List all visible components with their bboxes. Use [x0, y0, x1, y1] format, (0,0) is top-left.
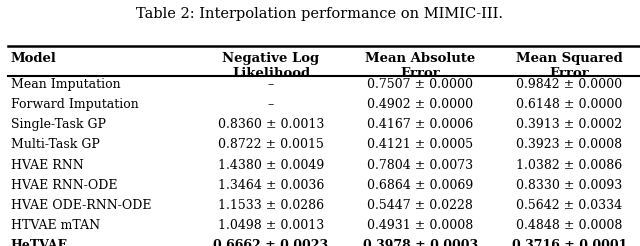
Text: Mean Absolute
Error: Mean Absolute Error [365, 52, 476, 80]
Text: 1.1533 ± 0.0286: 1.1533 ± 0.0286 [218, 199, 324, 212]
Text: 0.4902 ± 0.0000: 0.4902 ± 0.0000 [367, 98, 473, 111]
Text: –: – [268, 98, 274, 111]
Text: HVAE ODE-RNN-ODE: HVAE ODE-RNN-ODE [11, 199, 152, 212]
Text: –: – [268, 78, 274, 91]
Text: 0.4931 ± 0.0008: 0.4931 ± 0.0008 [367, 219, 474, 232]
Text: 0.3913 ± 0.0002: 0.3913 ± 0.0002 [516, 118, 622, 131]
Text: 0.6662 ± 0.0023: 0.6662 ± 0.0023 [214, 239, 328, 246]
Text: Table 2: Interpolation performance on MIMIC-III.: Table 2: Interpolation performance on MI… [136, 7, 504, 21]
Text: 1.3464 ± 0.0036: 1.3464 ± 0.0036 [218, 179, 324, 192]
Text: Negative Log
Likelihood: Negative Log Likelihood [223, 52, 319, 80]
Text: 0.7804 ± 0.0073: 0.7804 ± 0.0073 [367, 159, 473, 172]
Text: 0.4121 ± 0.0005: 0.4121 ± 0.0005 [367, 138, 473, 152]
Text: 0.4848 ± 0.0008: 0.4848 ± 0.0008 [516, 219, 623, 232]
Text: Mean Imputation: Mean Imputation [11, 78, 120, 91]
Text: 0.3923 ± 0.0008: 0.3923 ± 0.0008 [516, 138, 622, 152]
Text: HVAE RNN: HVAE RNN [11, 159, 84, 172]
Text: Forward Imputation: Forward Imputation [11, 98, 139, 111]
Text: Mean Squared
Error: Mean Squared Error [516, 52, 623, 80]
Text: 0.4167 ± 0.0006: 0.4167 ± 0.0006 [367, 118, 474, 131]
Text: HVAE RNN-ODE: HVAE RNN-ODE [11, 179, 117, 192]
Text: 1.0382 ± 0.0086: 1.0382 ± 0.0086 [516, 159, 623, 172]
Text: 0.8330 ± 0.0093: 0.8330 ± 0.0093 [516, 179, 623, 192]
Text: 0.5447 ± 0.0228: 0.5447 ± 0.0228 [367, 199, 473, 212]
Text: Model: Model [11, 52, 57, 65]
Text: 0.8360 ± 0.0013: 0.8360 ± 0.0013 [218, 118, 324, 131]
Text: HeTVAE: HeTVAE [11, 239, 68, 246]
Text: 0.6148 ± 0.0000: 0.6148 ± 0.0000 [516, 98, 623, 111]
Text: 0.3716 ± 0.0001: 0.3716 ± 0.0001 [511, 239, 627, 246]
Text: 0.8722 ± 0.0015: 0.8722 ± 0.0015 [218, 138, 324, 152]
Text: HTVAE mTAN: HTVAE mTAN [11, 219, 100, 232]
Text: Multi-Task GP: Multi-Task GP [11, 138, 100, 152]
Text: 0.7507 ± 0.0000: 0.7507 ± 0.0000 [367, 78, 473, 91]
Text: 1.0498 ± 0.0013: 1.0498 ± 0.0013 [218, 219, 324, 232]
Text: 0.5642 ± 0.0334: 0.5642 ± 0.0334 [516, 199, 622, 212]
Text: 0.3978 ± 0.0003: 0.3978 ± 0.0003 [363, 239, 477, 246]
Text: 0.6864 ± 0.0069: 0.6864 ± 0.0069 [367, 179, 474, 192]
Text: 1.4380 ± 0.0049: 1.4380 ± 0.0049 [218, 159, 324, 172]
Text: 0.9842 ± 0.0000: 0.9842 ± 0.0000 [516, 78, 622, 91]
Text: Single-Task GP: Single-Task GP [11, 118, 106, 131]
